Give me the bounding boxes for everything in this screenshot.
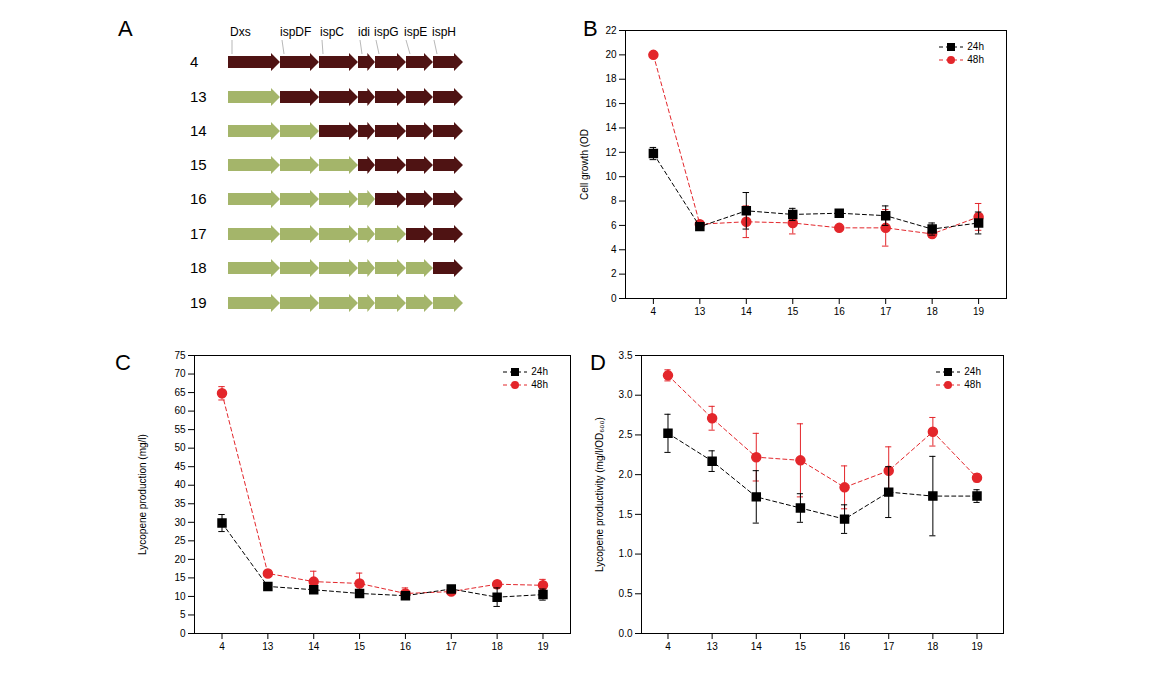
svg-text:Lycopene productivity (mg/l/OD: Lycopene productivity (mg/l/OD₆₀₀) — [594, 417, 605, 572]
svg-text:8: 8 — [611, 195, 617, 206]
svg-text:17: 17 — [446, 641, 458, 652]
svg-text:Lycopene production (mg/l): Lycopene production (mg/l) — [137, 434, 148, 555]
svg-text:18: 18 — [605, 73, 617, 84]
svg-text:16: 16 — [400, 641, 412, 652]
svg-text:25: 25 — [174, 535, 186, 546]
svg-text:15: 15 — [190, 156, 207, 173]
svg-text:10: 10 — [605, 171, 617, 182]
svg-text:0.0: 0.0 — [619, 628, 633, 639]
svg-text:Dxs: Dxs — [230, 25, 251, 39]
html-text:24h: 24h — [531, 366, 548, 377]
svg-text:15: 15 — [787, 306, 799, 317]
svg-text:20: 20 — [605, 49, 617, 60]
svg-text:14: 14 — [190, 122, 207, 139]
svg-text:70: 70 — [174, 368, 186, 379]
svg-text:18: 18 — [190, 259, 207, 276]
svg-text:0: 0 — [611, 293, 617, 304]
svg-text:4: 4 — [219, 641, 225, 652]
svg-text:ispG: ispG — [374, 25, 399, 39]
svg-text:4: 4 — [611, 244, 617, 255]
svg-text:16: 16 — [834, 306, 846, 317]
svg-text:10: 10 — [174, 591, 186, 602]
svg-text:4: 4 — [651, 306, 657, 317]
svg-text:19: 19 — [537, 641, 549, 652]
svg-text:14: 14 — [751, 641, 763, 652]
svg-text:40: 40 — [174, 479, 186, 490]
html-text:D: D — [590, 350, 606, 375]
svg-text:13: 13 — [694, 306, 706, 317]
svg-text:3.5: 3.5 — [619, 350, 633, 361]
svg-text:12: 12 — [605, 147, 617, 158]
svg-text:2.5: 2.5 — [619, 429, 633, 440]
svg-text:19: 19 — [973, 306, 985, 317]
svg-text:1.0: 1.0 — [619, 548, 633, 559]
svg-text:35: 35 — [174, 498, 186, 509]
svg-text:17: 17 — [880, 306, 892, 317]
svg-text:Cell growth (OD: Cell growth (OD — [579, 129, 590, 200]
svg-text:4: 4 — [190, 53, 198, 70]
svg-text:1.5: 1.5 — [619, 509, 633, 520]
svg-text:13: 13 — [190, 88, 207, 105]
svg-text:2: 2 — [611, 268, 617, 279]
html-text:48h: 48h — [531, 379, 548, 390]
svg-text:75: 75 — [174, 350, 186, 361]
svg-text:2.0: 2.0 — [619, 469, 633, 480]
svg-text:60: 60 — [174, 405, 186, 416]
svg-text:idi: idi — [358, 25, 370, 39]
svg-text:19: 19 — [190, 294, 207, 311]
svg-text:65: 65 — [174, 387, 186, 398]
html-text:24h: 24h — [964, 366, 981, 377]
svg-text:0.5: 0.5 — [619, 588, 633, 599]
svg-text:18: 18 — [927, 306, 939, 317]
svg-text:50: 50 — [174, 442, 186, 453]
svg-text:17: 17 — [883, 641, 895, 652]
svg-text:55: 55 — [174, 424, 186, 435]
svg-text:14: 14 — [741, 306, 753, 317]
svg-text:ispDF: ispDF — [280, 25, 311, 39]
svg-text:15: 15 — [174, 572, 186, 583]
svg-text:4: 4 — [665, 641, 671, 652]
svg-text:14: 14 — [605, 122, 617, 133]
html-text:C: C — [115, 350, 131, 375]
html-text:48h: 48h — [964, 379, 981, 390]
svg-text:45: 45 — [174, 461, 186, 472]
svg-text:13: 13 — [262, 641, 274, 652]
svg-text:16: 16 — [839, 641, 851, 652]
svg-text:14: 14 — [308, 641, 320, 652]
html-text:A: A — [118, 16, 133, 41]
svg-text:13: 13 — [707, 641, 719, 652]
html-text:24h: 24h — [967, 41, 984, 52]
svg-text:22: 22 — [605, 25, 617, 36]
svg-text:16: 16 — [190, 190, 207, 207]
svg-text:20: 20 — [174, 554, 186, 565]
svg-text:6: 6 — [611, 220, 617, 231]
svg-text:ispE: ispE — [404, 25, 427, 39]
svg-text:19: 19 — [971, 641, 983, 652]
svg-text:15: 15 — [795, 641, 807, 652]
svg-text:3.0: 3.0 — [619, 389, 633, 400]
svg-text:0: 0 — [180, 628, 186, 639]
svg-text:ispC: ispC — [320, 25, 344, 39]
html-text:48h: 48h — [967, 54, 984, 65]
svg-text:5: 5 — [180, 609, 186, 620]
svg-text:15: 15 — [354, 641, 366, 652]
svg-text:18: 18 — [492, 641, 504, 652]
svg-text:30: 30 — [174, 517, 186, 528]
html-text:B: B — [583, 16, 598, 41]
svg-text:16: 16 — [605, 98, 617, 109]
svg-text:ispH: ispH — [432, 25, 456, 39]
svg-text:18: 18 — [927, 641, 939, 652]
svg-text:17: 17 — [190, 225, 207, 242]
